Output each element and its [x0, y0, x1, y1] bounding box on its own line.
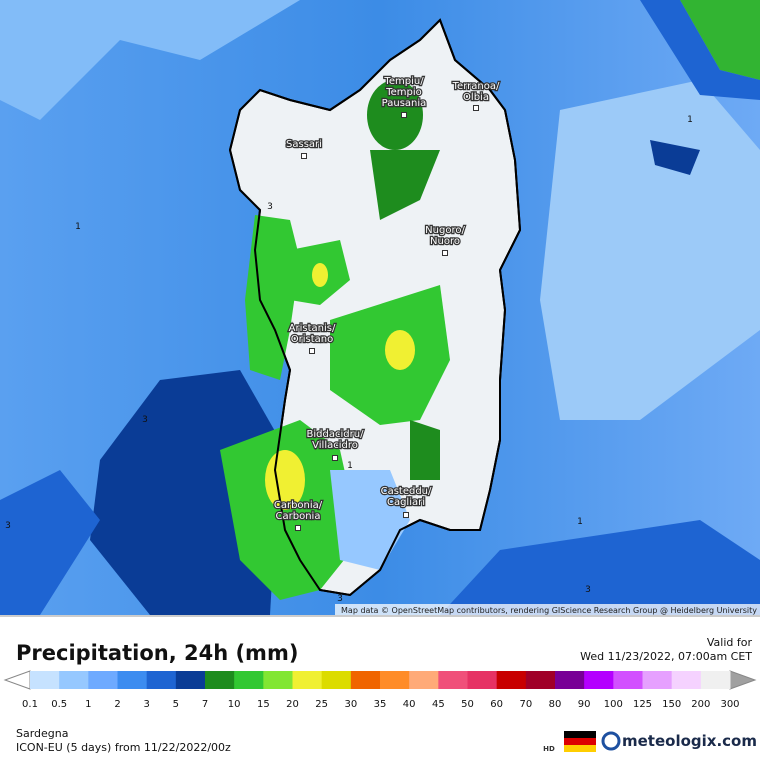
contour-label: 1 [687, 115, 693, 125]
contour-label: 3 [585, 585, 591, 595]
contour-label: 3 [267, 202, 273, 212]
legend-under [3, 670, 31, 690]
city-label: Tempio [385, 87, 422, 98]
legend-tick-label: 1 [85, 699, 91, 710]
legend-tick-label: 15 [257, 699, 270, 710]
city-marker [401, 112, 407, 118]
city-label: Aristanis/ [289, 323, 336, 334]
city-label: Olbia [463, 92, 489, 103]
legend-tick-label: 0.1 [22, 699, 38, 710]
legend-tick-label: 125 [633, 699, 652, 710]
legend-tick-label: 100 [604, 699, 623, 710]
city-label: Terranoa/ [452, 81, 500, 92]
contour-label: 3 [337, 594, 343, 604]
legend-tick-label: 20 [286, 699, 299, 710]
hd-badge: HD [543, 745, 555, 753]
flag-gold [564, 745, 596, 752]
contour-label: 1 [577, 517, 583, 527]
legend-swatch [205, 671, 235, 689]
legend-tick-label: 35 [374, 699, 387, 710]
legend-tick-label: 30 [344, 699, 357, 710]
city-label: Cagliari [387, 497, 425, 508]
legend-tick-label: 25 [315, 699, 328, 710]
legend-tick-label: 5 [173, 699, 179, 710]
contour-label: 3 [142, 415, 148, 425]
legend-swatch [525, 671, 556, 689]
legend-swatch [409, 671, 439, 689]
legend-title: Precipitation, 24h (mm) [16, 641, 298, 665]
brand: meteologix.com [622, 732, 757, 750]
model: ICON-EU (5 days) from 11/22/2022/00z [16, 741, 231, 754]
city-label: Nuoro [430, 236, 460, 247]
valid-label: Valid for [707, 636, 753, 649]
legend-swatch [292, 671, 323, 689]
legend-swatch [30, 671, 60, 689]
legend-swatch [438, 671, 468, 689]
legend-swatch [700, 671, 731, 689]
legend-tick-label: 40 [403, 699, 416, 710]
legend-swatch [496, 671, 527, 689]
flag-red [564, 738, 596, 745]
city-marker [403, 512, 409, 518]
legend-tick-label: 150 [662, 699, 681, 710]
legend-tick-label: 70 [519, 699, 532, 710]
legend-tick-label: 45 [432, 699, 445, 710]
legend-tick-label: 90 [578, 699, 591, 710]
map [0, 0, 760, 615]
legend-swatch [59, 671, 89, 689]
legend-tick-label: 50 [461, 699, 474, 710]
legend-tick-label: 0.5 [51, 699, 67, 710]
legend-swatch [263, 671, 293, 689]
attribution: Map data © OpenStreetMap contributors, r… [341, 606, 757, 615]
legend-tick-label: 300 [720, 699, 739, 710]
legend-tick-label: 10 [228, 699, 241, 710]
legend-tick-label: 2 [114, 699, 120, 710]
city-label: Carbonia [276, 511, 321, 522]
legend-swatch [175, 671, 206, 689]
city-marker [473, 105, 479, 111]
brand-logo [601, 731, 621, 751]
legend-over [729, 670, 757, 690]
city-label: Biddacidru/ [307, 429, 365, 440]
flag-black [564, 731, 596, 738]
legend-swatch [117, 671, 148, 689]
contour-label: 1 [75, 222, 81, 232]
valid-time: Wed 11/23/2022, 07:00am CET [580, 650, 752, 663]
legend-tick-label: 200 [691, 699, 710, 710]
legend-tick-label: 80 [549, 699, 562, 710]
city-label: Nugoro/ [425, 225, 465, 236]
legend-swatch [613, 671, 643, 689]
legend-swatch [642, 671, 673, 689]
legend-tick-label: 60 [490, 699, 503, 710]
legend-swatch [555, 671, 585, 689]
legend-swatch [234, 671, 264, 689]
legend-swatch [88, 671, 118, 689]
legend-tick-label: 3 [143, 699, 149, 710]
city-label: Oristano [291, 334, 333, 345]
contour-label: 1 [347, 461, 353, 471]
region: Sardegna [16, 727, 69, 740]
legend-swatch [380, 671, 410, 689]
city-marker [295, 525, 301, 531]
legend-swatch [321, 671, 352, 689]
city-label: Casteddu/ [381, 486, 432, 497]
city-marker [442, 250, 448, 256]
legend-swatch [671, 671, 702, 689]
city-label: Villacidro [312, 440, 358, 451]
legend-swatch [467, 671, 498, 689]
city-label: Pausania [382, 98, 427, 109]
city-marker [309, 348, 315, 354]
legend-swatch [350, 671, 381, 689]
city-marker [301, 153, 307, 159]
city-label: Carbonia/ [274, 500, 323, 511]
city-label: Sassari [286, 139, 322, 150]
legend-swatch [584, 671, 614, 689]
city-marker [332, 455, 338, 461]
city-label: Tempiu/ [383, 76, 424, 87]
legend-tick-label: 7 [202, 699, 208, 710]
legend-swatch [146, 671, 177, 689]
contour-label: 3 [5, 521, 11, 531]
